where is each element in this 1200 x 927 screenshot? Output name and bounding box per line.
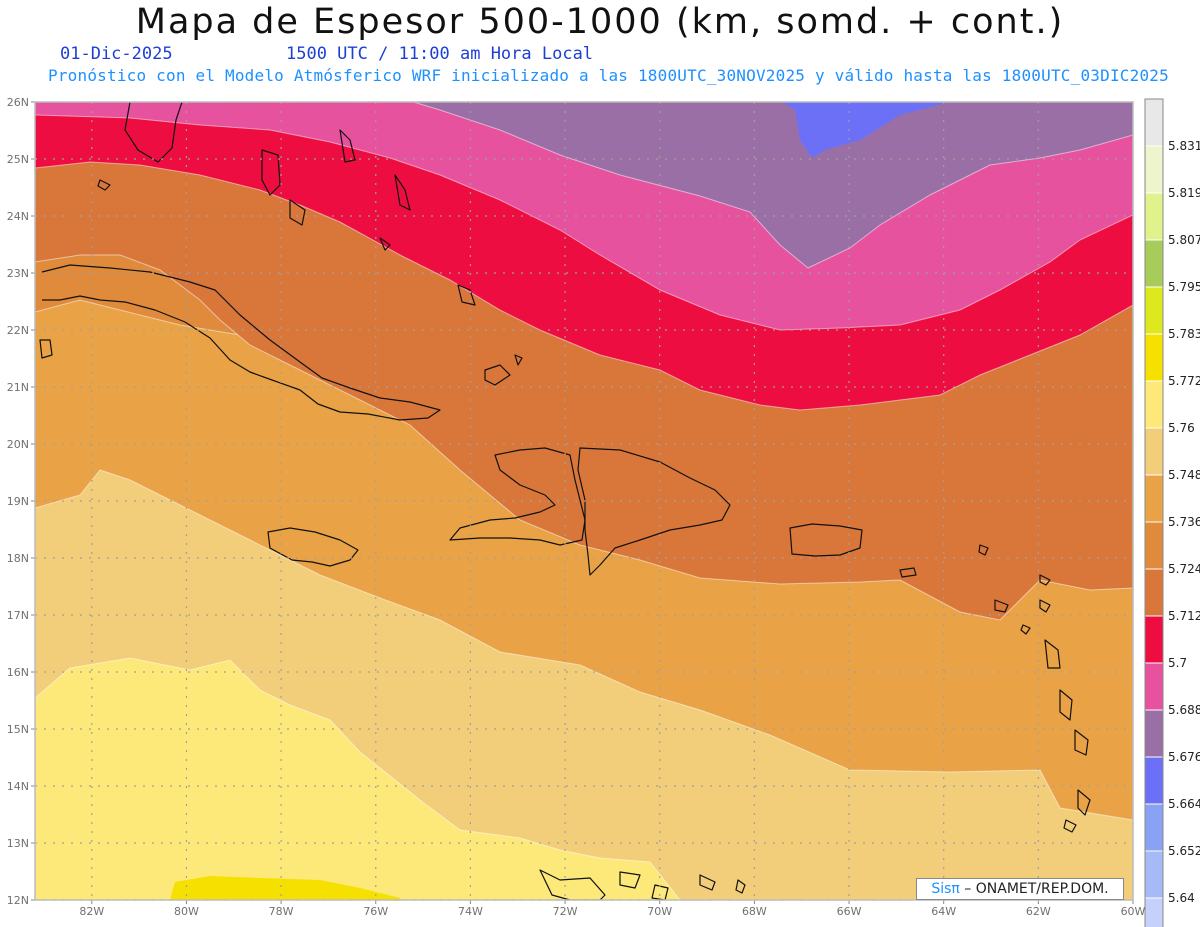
lon-tick-label: 74W	[458, 905, 483, 918]
colorbar-swatch	[1144, 145, 1164, 194]
band-5760-5772	[170, 876, 401, 900]
lat-tick-label: 18N	[7, 552, 29, 565]
lat-tick-labels: 26N 25N 24N 23N 22N 21N 20N 19N 18N 17N 16N 15N 14N 1…	[7, 96, 35, 907]
colorbar-label: 5.652	[1168, 844, 1200, 858]
lon-tick-label: 80W	[174, 905, 199, 918]
credit-box: Sisπ – ONAMET/REP.DOM.	[916, 878, 1124, 900]
colorbar-swatch	[1144, 615, 1164, 664]
colorbar-label: 5.772	[1168, 374, 1200, 388]
colorbar-swatch	[1144, 427, 1164, 476]
band-5676-5664	[781, 102, 950, 158]
colorbar-label: 5.795	[1168, 280, 1200, 294]
colorbar-frame	[1144, 98, 1164, 927]
map-frame	[34, 101, 1134, 901]
colorbar-label: 5.783	[1168, 327, 1200, 341]
colorbar-swatch	[1144, 98, 1164, 147]
credit-text: – ONAMET/REP.DOM.	[959, 881, 1109, 897]
colorbar-swatch	[1144, 192, 1164, 241]
colorbar-label: 5.7	[1168, 656, 1187, 670]
lat-tick-label: 25N	[7, 153, 29, 166]
model-subtitle: Pronóstico con el Modelo Atmósferico WRF…	[48, 66, 1169, 85]
lat-tick-label: 21N	[7, 381, 29, 394]
colorbar-label: 5.664	[1168, 797, 1200, 811]
colorbar-swatch	[1144, 521, 1164, 570]
lon-tick-label: 64W	[931, 905, 956, 918]
lat-tick-label: 12N	[7, 894, 29, 907]
band-5748-5760	[35, 657, 681, 900]
lon-tick-label: 60W	[1121, 905, 1146, 918]
colorbar-swatch	[1144, 286, 1164, 335]
colorbar-label: 5.807	[1168, 233, 1200, 247]
forecast-date: 01-Dic-2025	[60, 44, 173, 64]
lon-tick-label: 62W	[1026, 905, 1051, 918]
colorbar: 5.831 5.819 5.807 5.795 5.783 5.772 5.76 5.748 5…	[1144, 98, 1200, 927]
sispi-logo-text: Sisπ	[931, 881, 960, 897]
lat-tick-label: 15N	[7, 723, 29, 736]
lat-tick-label: 19N	[7, 495, 29, 508]
lon-tick-label: 68W	[742, 905, 767, 918]
lon-tick-labels: 82W 80W 78W 76W 74W 72W 70W 68W 66W 64W 62W 60W	[79, 900, 1146, 918]
lon-tick-label: 70W	[647, 905, 672, 918]
lat-tick-label: 26N	[7, 96, 29, 109]
colorbar-label: 5.724	[1168, 562, 1200, 576]
lon-tick-label: 66W	[837, 905, 862, 918]
colorbar-label: 5.76	[1168, 421, 1195, 435]
colorbar-swatch	[1144, 756, 1164, 805]
colorbar-swatch	[1144, 662, 1164, 711]
colorbar-label: 5.64	[1168, 891, 1195, 905]
lon-tick-label: 78W	[269, 905, 294, 918]
lon-tick-label: 76W	[363, 905, 388, 918]
lat-tick-label: 20N	[7, 438, 29, 451]
colorbar-swatch	[1144, 897, 1164, 927]
colorbar-label: 5.748	[1168, 468, 1200, 482]
colorbar-swatch	[1144, 850, 1164, 899]
colorbar-label: 5.831	[1168, 139, 1200, 153]
colorbar-swatch	[1144, 709, 1164, 758]
band-5688-5676	[411, 102, 1133, 269]
map-title: Mapa de Espesor 500-1000 (km, somd. + co…	[135, 2, 1065, 42]
colorbar-swatch	[1144, 803, 1164, 852]
colorbar-swatch	[1144, 568, 1164, 617]
colorbar-label: 5.736	[1168, 515, 1200, 529]
colorbar-swatch	[1144, 333, 1164, 382]
lat-tick-label: 16N	[7, 666, 29, 679]
lat-tick-label: 17N	[7, 609, 29, 622]
colorbar-swatch	[1144, 239, 1164, 288]
colorbar-swatch	[1144, 380, 1164, 429]
forecast-time: 1500 UTC / 11:00 am Hora Local	[286, 44, 594, 64]
colorbar-label: 5.712	[1168, 609, 1200, 623]
coastlines	[39, 102, 1091, 900]
lon-tick-label: 72W	[553, 905, 578, 918]
colorbar-swatch	[1144, 474, 1164, 523]
lat-tick-label: 24N	[7, 210, 29, 223]
lat-tick-label: 22N	[7, 324, 29, 337]
lat-tick-label: 13N	[7, 837, 29, 850]
colorbar-label: 5.676	[1168, 750, 1200, 764]
lat-tick-label: 14N	[7, 780, 29, 793]
colorbar-label: 5.819	[1168, 186, 1200, 200]
lon-tick-label: 82W	[79, 905, 104, 918]
lat-tick-label: 23N	[7, 267, 29, 280]
colorbar-label: 5.688	[1168, 703, 1200, 717]
